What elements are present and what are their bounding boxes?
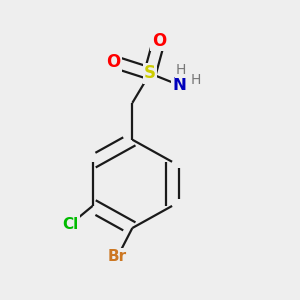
Text: Cl: Cl: [62, 217, 79, 232]
Text: O: O: [152, 32, 166, 50]
Text: S: S: [144, 64, 156, 82]
Text: Br: Br: [108, 249, 127, 264]
Text: N: N: [172, 76, 186, 94]
Text: O: O: [106, 53, 120, 71]
Text: H: H: [176, 63, 186, 77]
Text: H: H: [191, 73, 201, 87]
